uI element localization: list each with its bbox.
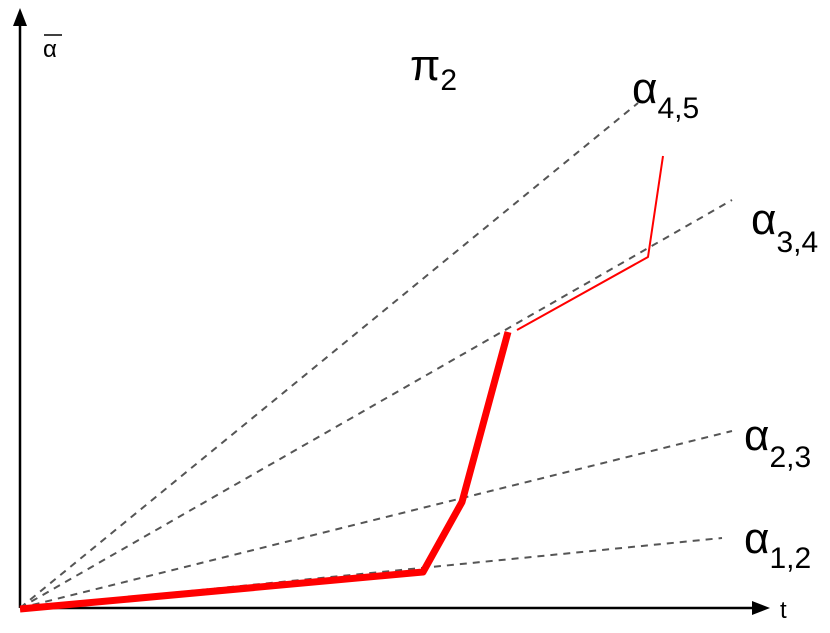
rays [19, 102, 733, 609]
ray-2-3 [19, 430, 733, 609]
ray-4-5 [19, 102, 639, 609]
red-path-thin [516, 155, 664, 331]
diagram-title: π2 [410, 41, 457, 97]
red-path [19, 155, 664, 613]
ray-label-1-2: α1,2 [744, 514, 811, 575]
ray-3-4 [19, 199, 733, 609]
x-axis-label: t [780, 597, 787, 624]
ray-label-3-4: α3,4 [751, 195, 818, 259]
y-axis-label: α [43, 34, 62, 63]
axes [13, 8, 770, 615]
x-axis-arrowhead [752, 601, 770, 615]
svg-text:α: α [43, 36, 57, 63]
ray-label-2-3: α2,3 [744, 411, 811, 474]
y-axis-arrowhead [13, 8, 27, 26]
ray-label-4-5: α4,5 [632, 64, 699, 125]
red-path-thick [19, 331, 512, 613]
